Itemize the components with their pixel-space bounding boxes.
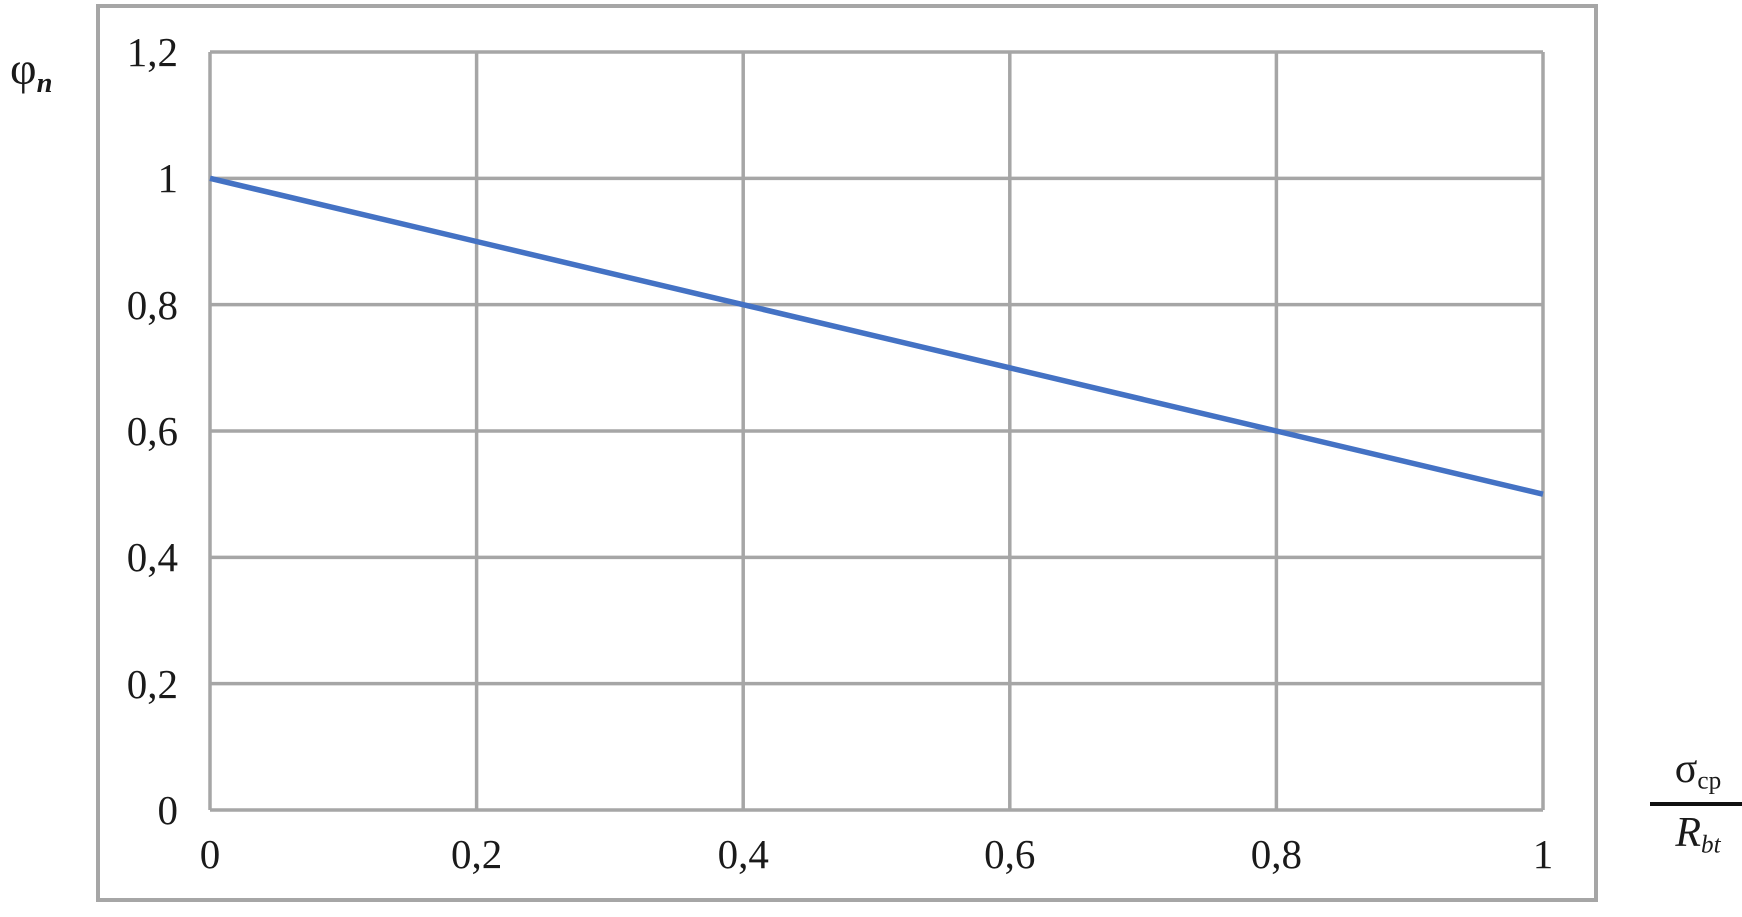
phi-subscript: n: [36, 67, 53, 99]
x-tick-label: 0,6: [984, 831, 1036, 877]
y-tick-label: 0,8: [126, 281, 178, 328]
x-tick-label: 0,4: [717, 831, 769, 877]
chart-border: [96, 4, 1598, 902]
phi-symbol: φ: [10, 43, 37, 94]
y-tick-label: 0: [157, 787, 179, 833]
y-tick-label: 0,2: [126, 660, 178, 707]
x-tick-label: 1: [1532, 831, 1554, 877]
x-axis-title-denominator: Rbt: [1650, 806, 1742, 858]
r-subscript: bt: [1701, 830, 1721, 858]
y-axis-title: φn: [10, 46, 52, 107]
sigma-subscript: cp: [1697, 767, 1722, 795]
y-tick-label: 0,6: [126, 408, 178, 454]
x-tick-label: 0,8: [1250, 831, 1303, 877]
y-tick-label: 1: [157, 155, 179, 202]
x-tick-label: 0,2: [450, 831, 503, 877]
data-line: [209, 175, 1544, 497]
x-tick-label: 0: [199, 831, 221, 877]
x-axis-title-numerator: σcp: [1650, 748, 1742, 806]
chart-plot-svg: [208, 50, 1545, 812]
y-tick-label: 1,2: [126, 29, 178, 75]
r-symbol: R: [1675, 809, 1702, 856]
sigma-symbol: σ: [1674, 746, 1698, 792]
x-axis-title: σcp Rbt: [1650, 748, 1742, 857]
plot-area: [208, 50, 1545, 812]
y-tick-label: 0,4: [126, 534, 178, 581]
